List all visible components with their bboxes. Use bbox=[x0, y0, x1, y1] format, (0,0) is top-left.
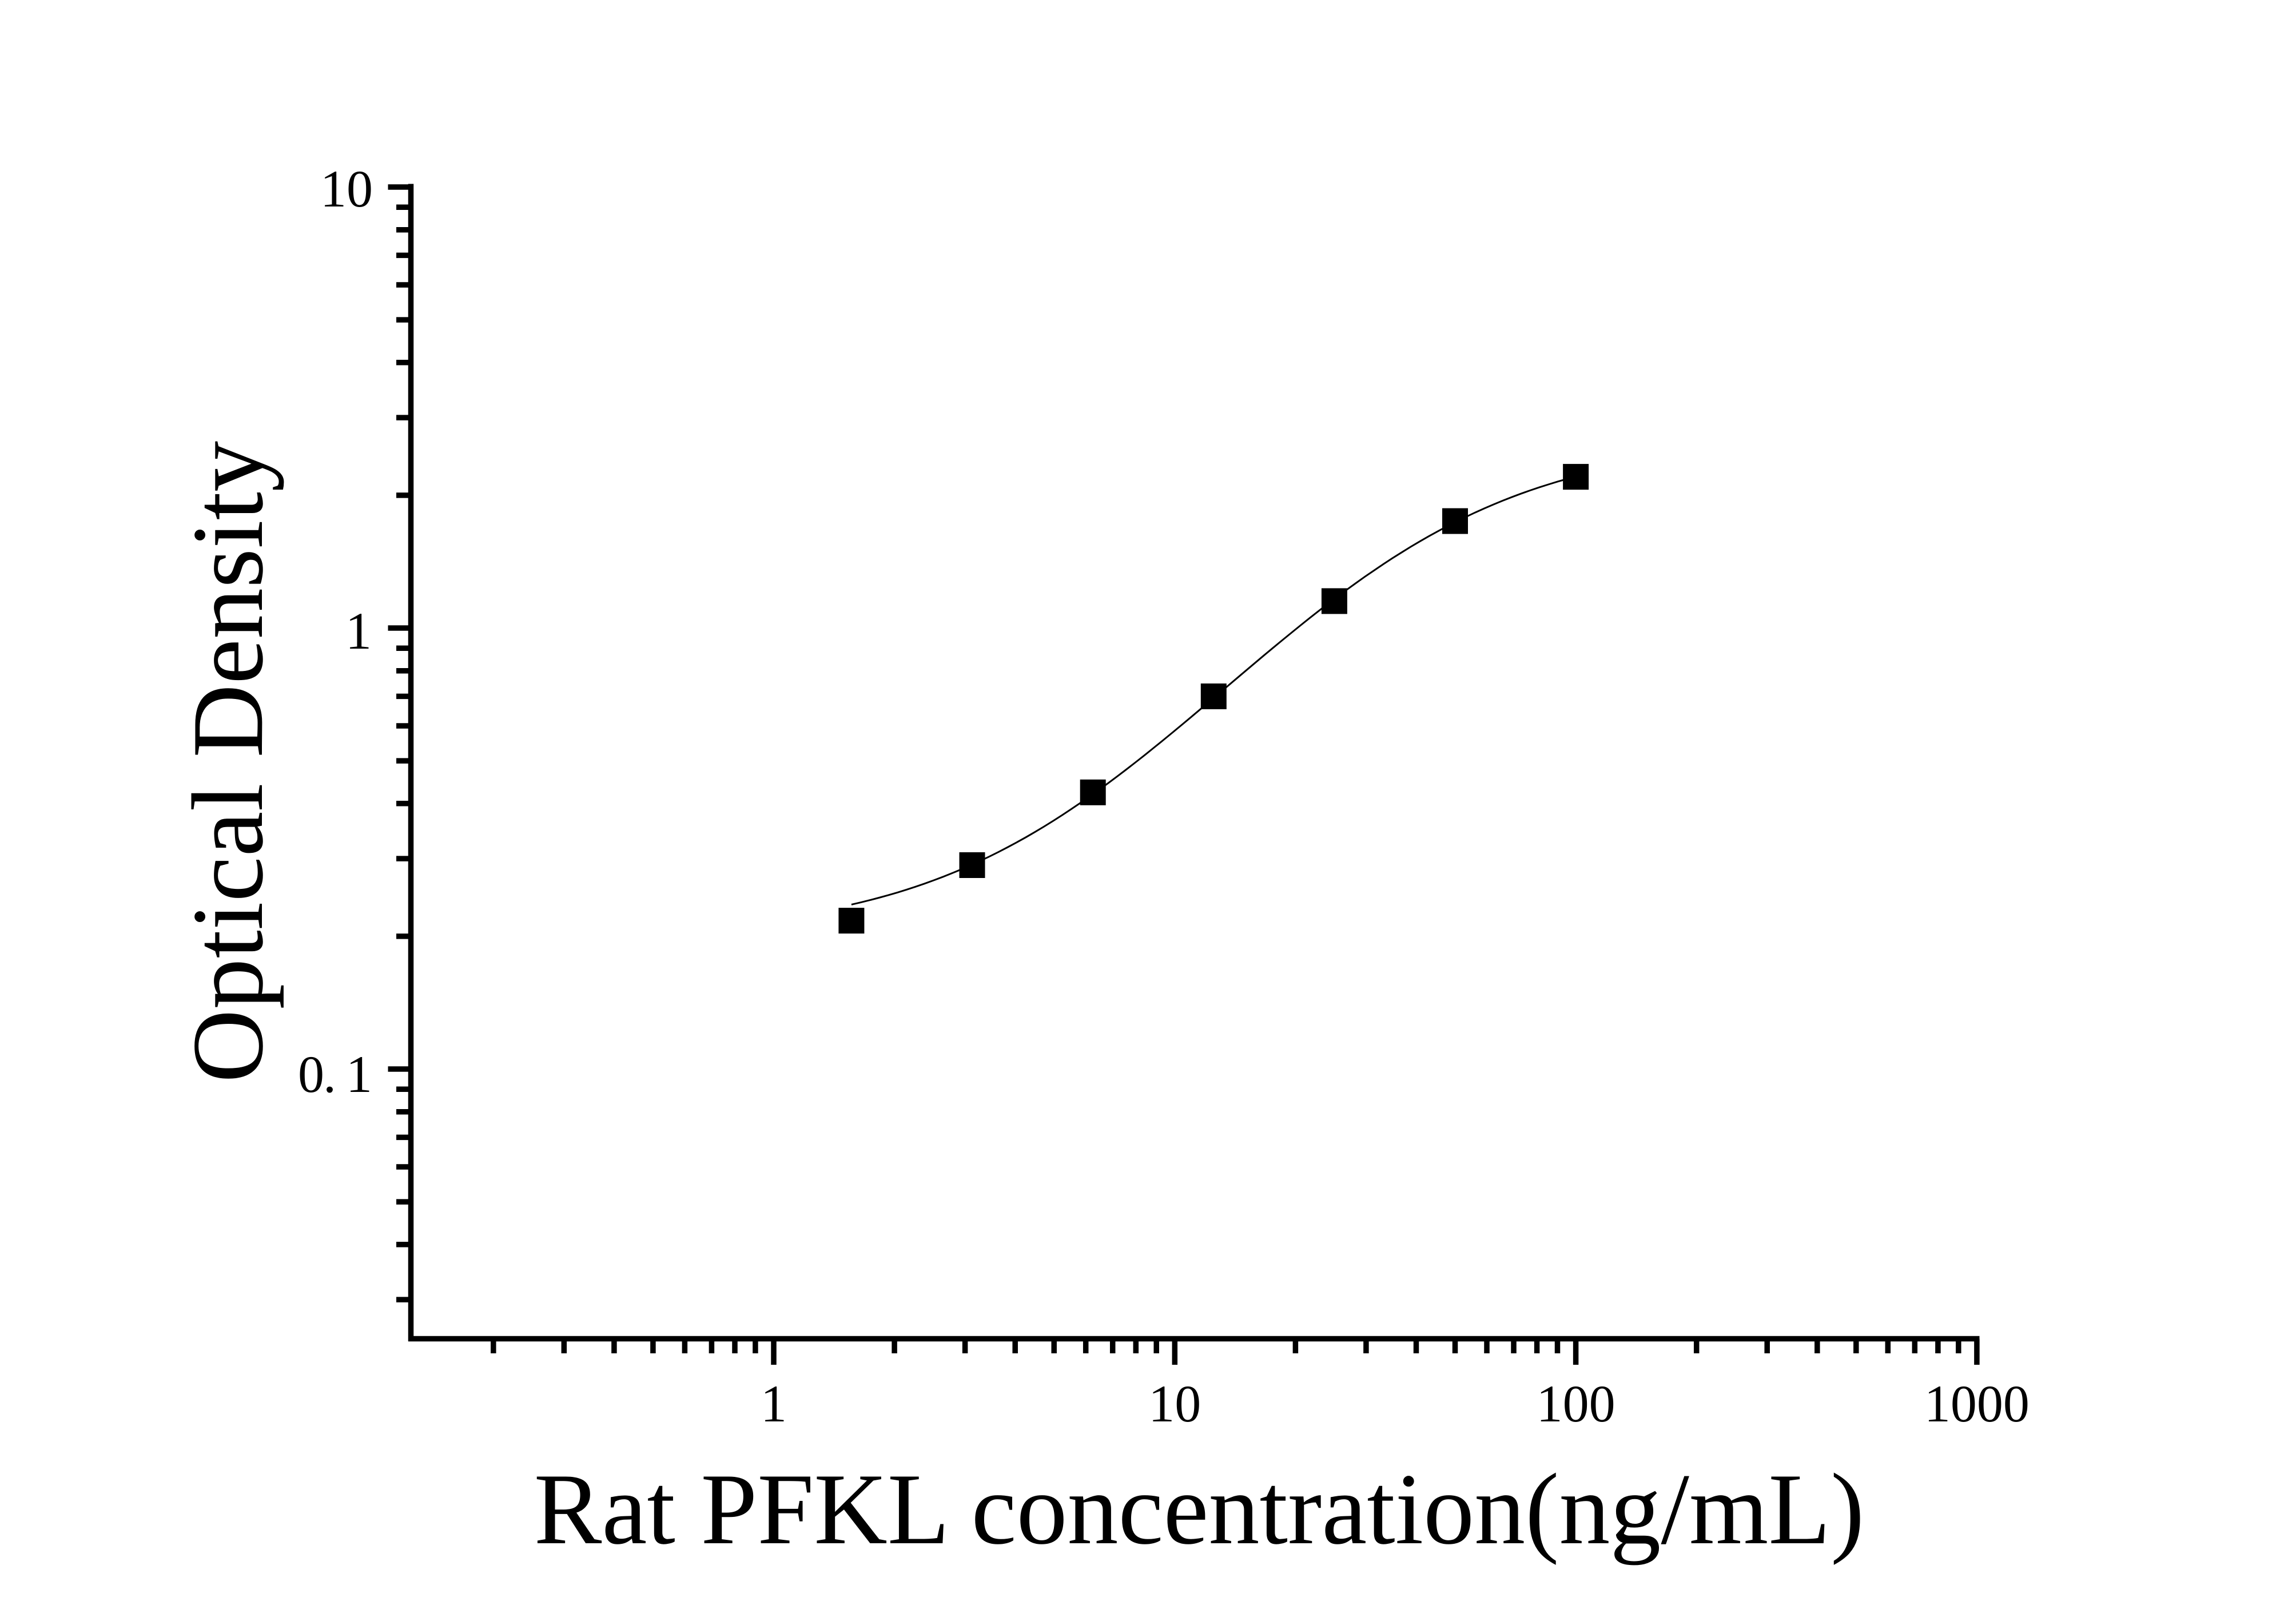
svg-text:0: 0 bbox=[298, 1045, 324, 1103]
svg-text:1000: 1000 bbox=[1924, 1374, 2030, 1433]
svg-text:10: 10 bbox=[1148, 1374, 1201, 1433]
svg-text:Rat PFKL concentration(ng/mL): Rat PFKL concentration(ng/mL) bbox=[534, 1452, 1865, 1566]
svg-text:1: 1 bbox=[345, 602, 372, 660]
svg-text:100: 100 bbox=[1537, 1374, 1615, 1433]
svg-text:.: . bbox=[323, 1045, 336, 1103]
svg-text:10: 10 bbox=[320, 160, 373, 218]
svg-text:Optical Density: Optical Density bbox=[171, 441, 284, 1083]
svg-text:1: 1 bbox=[761, 1374, 787, 1433]
svg-text:1: 1 bbox=[346, 1045, 372, 1103]
